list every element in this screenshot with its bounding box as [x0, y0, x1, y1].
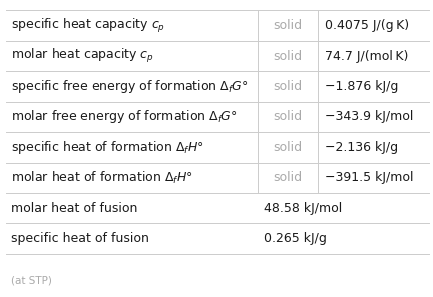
- Text: 0.265 kJ/g: 0.265 kJ/g: [264, 232, 327, 245]
- Text: specific heat of formation $\Delta_f H°$: specific heat of formation $\Delta_f H°$: [11, 139, 204, 156]
- Text: solid: solid: [273, 171, 303, 184]
- Text: 48.58 kJ/mol: 48.58 kJ/mol: [264, 202, 343, 215]
- Text: −343.9 kJ/mol: −343.9 kJ/mol: [325, 110, 413, 124]
- Text: −2.136 kJ/g: −2.136 kJ/g: [325, 141, 398, 154]
- Text: solid: solid: [273, 110, 303, 124]
- Text: (at STP): (at STP): [11, 276, 52, 286]
- Text: molar free energy of formation $\Delta_f G°$: molar free energy of formation $\Delta_f…: [11, 108, 237, 125]
- Text: specific heat capacity $c_p$: specific heat capacity $c_p$: [11, 17, 165, 35]
- Text: 74.7 J/(mol K): 74.7 J/(mol K): [325, 50, 408, 63]
- Text: molar heat of formation $\Delta_f H°$: molar heat of formation $\Delta_f H°$: [11, 170, 193, 186]
- Text: molar heat of fusion: molar heat of fusion: [11, 202, 137, 215]
- Text: specific free energy of formation $\Delta_f G°$: specific free energy of formation $\Delt…: [11, 78, 249, 95]
- Text: specific heat of fusion: specific heat of fusion: [11, 232, 149, 245]
- Text: solid: solid: [273, 141, 303, 154]
- Text: molar heat capacity $c_p$: molar heat capacity $c_p$: [11, 47, 154, 65]
- Text: −391.5 kJ/mol: −391.5 kJ/mol: [325, 171, 413, 184]
- Text: −1.876 kJ/g: −1.876 kJ/g: [325, 80, 398, 93]
- Text: solid: solid: [273, 50, 303, 63]
- Text: solid: solid: [273, 80, 303, 93]
- Text: solid: solid: [273, 19, 303, 32]
- Text: 0.4075 J/(g K): 0.4075 J/(g K): [325, 19, 409, 32]
